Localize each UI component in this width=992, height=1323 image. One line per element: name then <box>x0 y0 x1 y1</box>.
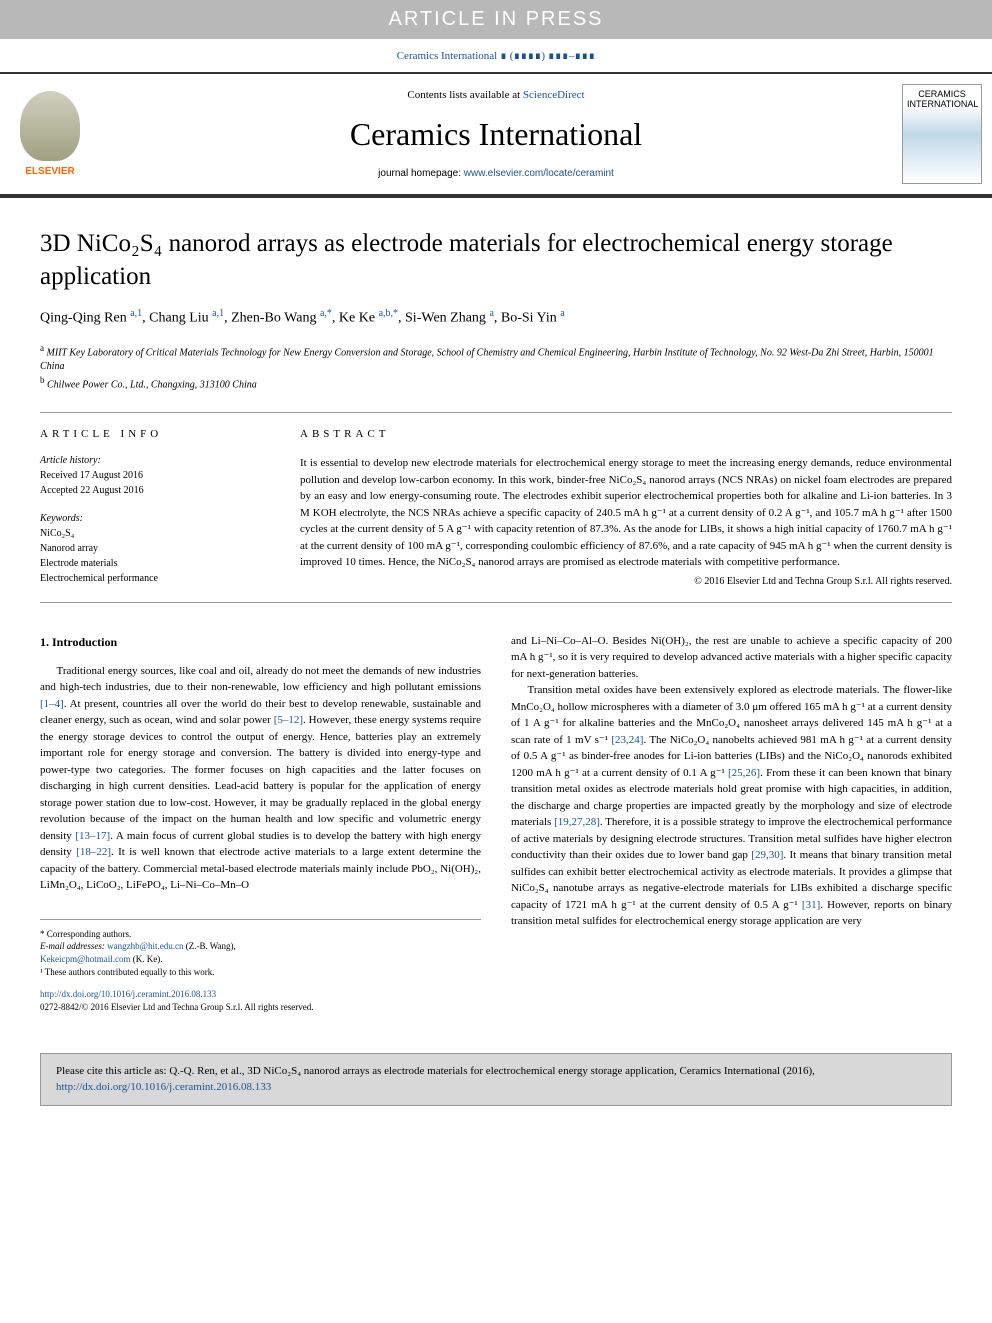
journal-cover-thumbnail: CERAMICS INTERNATIONAL <box>902 84 982 184</box>
elsevier-logo-block: ELSEVIER <box>0 74 100 194</box>
affiliation-line: a MIIT Key Laboratory of Critical Materi… <box>40 342 952 374</box>
author-name: Qing-Qing Ren <box>40 311 127 326</box>
footnotes: * Corresponding authors. E-mail addresse… <box>40 919 481 1014</box>
ref-link[interactable]: [19,27,28] <box>554 816 600 828</box>
ref-link[interactable]: [18–22] <box>76 846 111 858</box>
email-label: E-mail addresses: <box>40 941 107 951</box>
journal-ref-text[interactable]: Ceramics International ∎ (∎∎∎∎) ∎∎∎–∎∎∎ <box>397 50 596 62</box>
homepage-link[interactable]: www.elsevier.com/locate/ceramint <box>464 168 614 179</box>
paragraph: Traditional energy sources, like coal an… <box>40 663 481 894</box>
author-aff: a,1 <box>212 308 224 319</box>
aff-text: Chilwee Power Co., Ltd., Changxing, 3131… <box>47 379 257 390</box>
contents-line: Contents lists available at ScienceDirec… <box>100 89 892 101</box>
ref-link[interactable]: [25,26] <box>728 767 760 779</box>
main-content-columns: 1. Introduction Traditional energy sourc… <box>40 633 952 1014</box>
email-link[interactable]: Kekeicpm@hotmail.com <box>40 954 131 964</box>
journal-reference: Ceramics International ∎ (∎∎∎∎) ∎∎∎–∎∎∎ <box>0 39 992 72</box>
column-left: 1. Introduction Traditional energy sourc… <box>40 633 481 1014</box>
citation-doi-link[interactable]: http://dx.doi.org/10.1016/j.ceramint.201… <box>56 1081 271 1093</box>
keyword: NiCo₂S₄ <box>40 526 260 541</box>
cover-title: CERAMICS INTERNATIONAL <box>907 89 977 109</box>
abstract-text: It is essential to develop new electrode… <box>300 455 952 571</box>
email-link[interactable]: wangzhb@hit.edu.cn <box>107 941 183 951</box>
author-aff: a,1 <box>130 308 142 319</box>
body-text: Traditional energy sources, like coal an… <box>40 665 481 694</box>
contents-prefix: Contents lists available at <box>407 89 522 101</box>
aff-sup: a <box>40 343 44 353</box>
history-dates: Received 17 August 2016 Accepted 22 Augu… <box>40 468 260 498</box>
keyword: Electrochemical performance <box>40 571 260 586</box>
section-title: 1. Introduction <box>40 633 481 651</box>
received-date: Received 17 August 2016 <box>40 468 260 483</box>
ref-link[interactable]: [1–4] <box>40 698 64 710</box>
email-name: (K. Ke). <box>131 954 163 964</box>
email-name: (Z.-B. Wang), <box>183 941 235 951</box>
ref-link[interactable]: [29,30] <box>751 849 783 861</box>
ref-link[interactable]: [5–12] <box>274 714 303 726</box>
citation-text: Please cite this article as: Q.-Q. Ren, … <box>56 1065 815 1077</box>
article-info-column: ARTICLE INFO Article history: Received 1… <box>40 413 260 602</box>
journal-cover-block: CERAMICS INTERNATIONAL <box>892 74 992 194</box>
equal-contrib-note: ¹ These authors contributed equally to t… <box>40 966 481 979</box>
authors-list: Qing-Qing Ren a,1, Chang Liu a,1, Zhen-B… <box>40 308 952 327</box>
article-in-press-banner: ARTICLE IN PRESS <box>0 0 992 39</box>
homepage-line: journal homepage: www.elsevier.com/locat… <box>100 168 892 179</box>
sciencedirect-link[interactable]: ScienceDirect <box>523 89 585 101</box>
doi-link[interactable]: http://dx.doi.org/10.1016/j.ceramint.201… <box>40 989 216 999</box>
journal-name: Ceramics International <box>100 116 892 153</box>
email-line-2: Kekeicpm@hotmail.com (K. Ke). <box>40 953 481 966</box>
issn-line: 0272-8842/© 2016 Elsevier Ltd and Techna… <box>40 1001 481 1014</box>
author-name: Ke Ke <box>339 311 375 326</box>
author-aff: a <box>560 308 564 319</box>
keyword: Nanorod array <box>40 541 260 556</box>
author-aff: a <box>489 308 493 319</box>
article-title: 3D NiCo₂S₄ nanorod arrays as electrode m… <box>40 228 952 293</box>
abstract-copyright: © 2016 Elsevier Ltd and Techna Group S.r… <box>300 576 952 587</box>
accepted-date: Accepted 22 August 2016 <box>40 483 260 498</box>
ref-link[interactable]: [13–17] <box>75 830 110 842</box>
author-aff: a,b,* <box>379 308 398 319</box>
keyword: Electrode materials <box>40 556 260 571</box>
elsevier-tree-icon <box>20 91 80 161</box>
citation-box: Please cite this article as: Q.-Q. Ren, … <box>40 1053 952 1106</box>
keywords-label: Keywords: <box>40 513 260 524</box>
affiliation-line: b Chilwee Power Co., Ltd., Changxing, 31… <box>40 374 952 392</box>
doi-line: http://dx.doi.org/10.1016/j.ceramint.201… <box>40 988 481 1001</box>
journal-header: ELSEVIER Contents lists available at Sci… <box>0 72 992 198</box>
ref-link[interactable]: [23,24] <box>611 734 643 746</box>
paragraph: Transition metal oxides have been extens… <box>511 682 952 930</box>
history-label: Article history: <box>40 455 260 466</box>
header-center: Contents lists available at ScienceDirec… <box>100 74 892 194</box>
affiliations: a MIIT Key Laboratory of Critical Materi… <box>40 342 952 393</box>
author-name: Si-Wen Zhang <box>405 311 486 326</box>
author-name: Chang Liu <box>149 311 209 326</box>
article-body: 3D NiCo₂S₄ nanorod arrays as electrode m… <box>0 198 992 1033</box>
abstract-heading: ABSTRACT <box>300 428 952 440</box>
aff-text: MIIT Key Laboratory of Critical Material… <box>40 347 934 372</box>
homepage-prefix: journal homepage: <box>378 168 464 179</box>
column-right: and Li–Ni–Co–Al–O. Besides Ni(OH)₂, the … <box>511 633 952 1014</box>
corresponding-note: * Corresponding authors. <box>40 928 481 941</box>
author-aff: a,* <box>320 308 332 319</box>
info-abstract-row: ARTICLE INFO Article history: Received 1… <box>40 412 952 603</box>
author-name: Bo-Si Yin <box>501 311 557 326</box>
article-info-heading: ARTICLE INFO <box>40 428 260 440</box>
author-name: Zhen-Bo Wang <box>231 311 316 326</box>
abstract-column: ABSTRACT It is essential to develop new … <box>300 413 952 602</box>
ref-link[interactable]: [31] <box>802 899 820 911</box>
paragraph: and Li–Ni–Co–Al–O. Besides Ni(OH)₂, the … <box>511 633 952 683</box>
keywords-list: NiCo₂S₄ Nanorod array Electrode material… <box>40 526 260 586</box>
elsevier-label: ELSEVIER <box>25 166 74 177</box>
body-text: . However, these energy systems require … <box>40 714 481 842</box>
email-line: E-mail addresses: wangzhb@hit.edu.cn (Z.… <box>40 940 481 953</box>
aff-sup: b <box>40 375 45 385</box>
